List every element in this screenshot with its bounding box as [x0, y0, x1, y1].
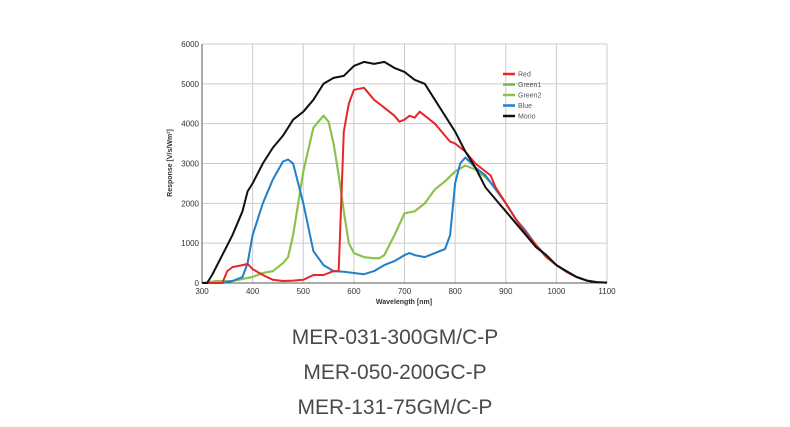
x-tick-labels: 300 400 500 600 700 800 900 1000 1100 — [195, 287, 616, 296]
y-tick-labels: 0 1000 2000 3000 4000 5000 6000 — [181, 40, 199, 288]
legend-label: Red — [518, 72, 531, 79]
x-tick-label: 800 — [448, 287, 462, 296]
y-tick-label: 4000 — [181, 120, 199, 129]
x-tick-label: 700 — [398, 287, 412, 296]
x-tick-label: 900 — [499, 287, 513, 296]
x-tick-label: 1100 — [598, 287, 616, 296]
x-tick-label: 1000 — [547, 287, 565, 296]
y-tick-label: 5000 — [181, 80, 199, 89]
series-line-mono — [202, 60, 608, 284]
y-tick-label: 3000 — [181, 160, 199, 169]
y-axis-label: Response [V/s/Wm²] — [167, 129, 174, 197]
legend: Red Green1 Green2 Blue Mono — [503, 72, 541, 121]
grid — [201, 43, 608, 284]
y-tick-label: 2000 — [181, 199, 199, 208]
legend-label: Blue — [518, 103, 532, 110]
x-tick-label: 500 — [297, 287, 311, 296]
legend-label: Green1 — [518, 82, 541, 89]
legend-label: Mono — [518, 114, 536, 121]
model-caption-1: MER-031-300GM/C-P — [291, 326, 499, 349]
model-caption-3: MER-131-75GM/C-P — [297, 396, 493, 419]
x-axis-label: Wavelength [nm] — [376, 299, 432, 306]
model-caption-2: MER-050-200GC-P — [303, 361, 487, 384]
x-tick-label: 400 — [246, 287, 260, 296]
y-tick-label: 0 — [195, 279, 200, 288]
y-tick-label: 1000 — [181, 239, 199, 248]
series-line-red — [202, 86, 608, 284]
spectral-response-chart: 0 1000 2000 3000 4000 5000 6000 300 400 500 600 70… — [167, 40, 616, 306]
x-tick-label: 600 — [347, 287, 361, 296]
legend-label: Green2 — [518, 93, 541, 100]
series-lines — [201, 60, 608, 284]
y-tick-label: 6000 — [181, 40, 199, 49]
x-tick-label: 300 — [195, 287, 209, 296]
